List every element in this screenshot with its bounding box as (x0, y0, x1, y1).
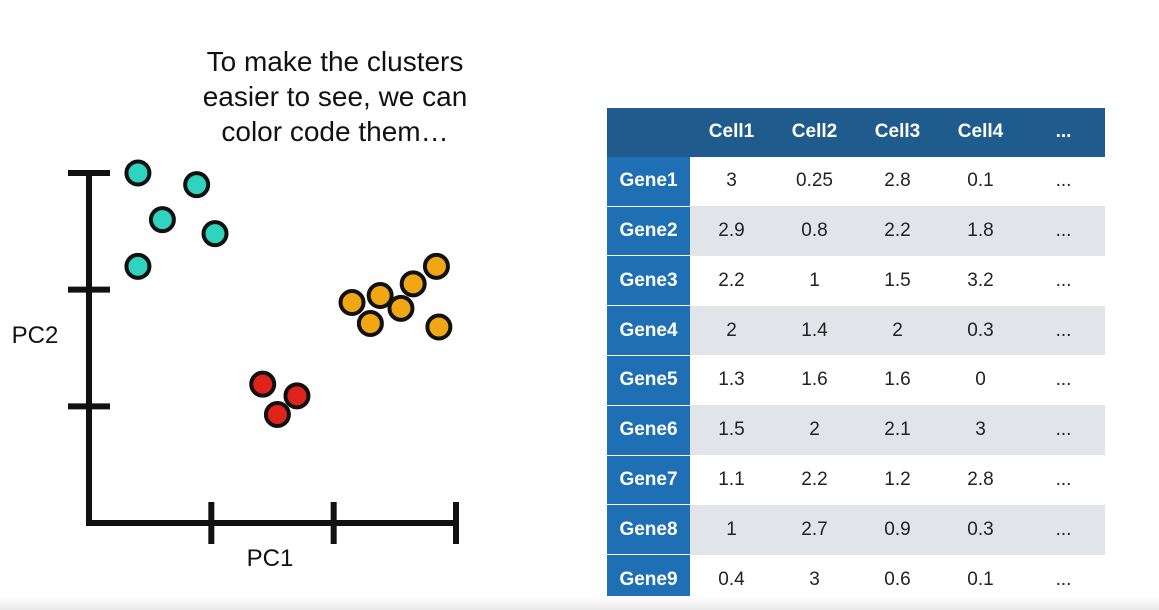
table-cell: 2 (856, 305, 939, 356)
table-cell: 1.2 (856, 455, 939, 505)
table-row: Gene7 1.1 2.2 1.2 2.8... (607, 455, 1105, 506)
y-axis-label: PC2 (12, 322, 59, 349)
scatter-point (422, 252, 450, 280)
column-header: Cell3 (856, 108, 939, 157)
scatter-point (425, 313, 453, 341)
table-cell: 0.9 (856, 504, 939, 555)
caption-line-2: easier to see, we can (202, 81, 468, 112)
table-cell: 2.2 (690, 255, 773, 306)
scatter-point (338, 289, 366, 316)
table-cell: 0 (939, 355, 1022, 406)
table-cell: 1 (690, 504, 773, 555)
row-header: Gene1 (607, 156, 690, 207)
table-cell: 2.8 (939, 455, 1022, 505)
table-cell: 1 (773, 255, 856, 306)
scatter-point (356, 310, 384, 337)
caption: To make the clusters easier to see, we c… (150, 44, 520, 149)
table-row: Gene2 2.9 0.8 2.2 1.8... (607, 206, 1105, 257)
caption-line-1: To make the clusters (206, 46, 464, 77)
table-row: Gene5 1.3 1.6 1.6 0... (607, 355, 1105, 406)
table-cell: 0.1 (939, 156, 1022, 207)
table-cell: 2 (690, 305, 773, 356)
table-cell: 2.1 (856, 405, 939, 456)
table-row: Gene3 2.2 1 1.5 3.2... (607, 255, 1105, 307)
table-cell: 3 (939, 405, 1022, 456)
table-cell: 0.25 (773, 156, 856, 207)
scatter-point (148, 206, 176, 234)
scatter-point (283, 382, 311, 410)
table-cell: 2.9 (690, 206, 773, 256)
row-header: Gene3 (607, 255, 690, 307)
table-cell: ... (1022, 206, 1105, 256)
row-header: Gene8 (607, 504, 690, 556)
row-header: Gene4 (607, 305, 690, 356)
scatter-point (366, 282, 394, 309)
table-cell: ... (1022, 305, 1105, 356)
column-header: Cell2 (773, 108, 856, 157)
column-header: Cell1 (690, 108, 773, 157)
x-axis-label: PC1 (247, 545, 294, 572)
table-cell: 2 (773, 405, 856, 456)
table-cell: 3 (690, 156, 773, 207)
table-cell: 0.3 (939, 504, 1022, 555)
scatter-point (124, 159, 152, 187)
bottom-shadow (0, 596, 1159, 610)
table-cell: ... (1022, 504, 1105, 555)
table-cell: 2.2 (856, 206, 939, 256)
table-corner-cell (607, 108, 690, 157)
table-cell: 1.6 (856, 355, 939, 406)
caption-line-3: color code them… (221, 116, 449, 147)
table-row: Gene6 1.5 2 2.1 3... (607, 405, 1105, 456)
table-cell: 1.8 (939, 206, 1022, 256)
scatter-point (124, 252, 152, 280)
scatter-point (399, 270, 427, 298)
table-cell: 2.2 (773, 455, 856, 505)
scatter-point (183, 171, 211, 199)
gene-expression-table: Cell1 Cell2 Cell3 Cell4 ... Gene1 3 0.25 2.… (607, 108, 1105, 605)
table-cell: ... (1022, 455, 1105, 505)
table-cell: 0.8 (773, 206, 856, 256)
points (124, 159, 453, 428)
row-header: Gene7 (607, 455, 690, 506)
table-cell: ... (1022, 255, 1105, 306)
table-cell: 1.3 (690, 355, 773, 406)
table-body: Gene1 3 0.25 2.8 0.1... Gene2 2.9 0.8 2.2 1.8... G… (607, 156, 1105, 605)
table-cell: 1.5 (690, 405, 773, 456)
scatter-point (387, 294, 415, 322)
scatter-point (263, 401, 291, 428)
table-cell: 0.3 (939, 305, 1022, 356)
table-cell: 2.8 (856, 156, 939, 207)
table-row: Gene1 3 0.25 2.8 0.1... (607, 156, 1105, 207)
column-header: Cell4 (939, 108, 1022, 157)
table-row: Gene8 1 2.7 0.9 0.3... (607, 504, 1105, 556)
table-cell: 3.2 (939, 255, 1022, 306)
row-header: Gene6 (607, 405, 690, 456)
row-header: Gene2 (607, 206, 690, 257)
table-cell: ... (1022, 355, 1105, 406)
scatter-point (249, 370, 277, 398)
table-cell: ... (1022, 405, 1105, 456)
pca-scatter-plot: PC1 PC2 (12, 159, 459, 572)
table-cell: 1.1 (690, 455, 773, 505)
table-cell: 1.6 (773, 355, 856, 406)
axes (68, 170, 459, 544)
row-header: Gene5 (607, 355, 690, 406)
scatter-point (201, 220, 229, 248)
table-cell: 2.7 (773, 504, 856, 555)
table-row: Gene4 2 1.4 2 0.3... (607, 305, 1105, 356)
table-cell: 1.5 (856, 255, 939, 306)
table-header-row: Cell1 Cell2 Cell3 Cell4 ... (607, 108, 1105, 157)
column-header: ... (1022, 108, 1105, 157)
table-cell: ... (1022, 156, 1105, 207)
table-cell: 1.4 (773, 305, 856, 356)
